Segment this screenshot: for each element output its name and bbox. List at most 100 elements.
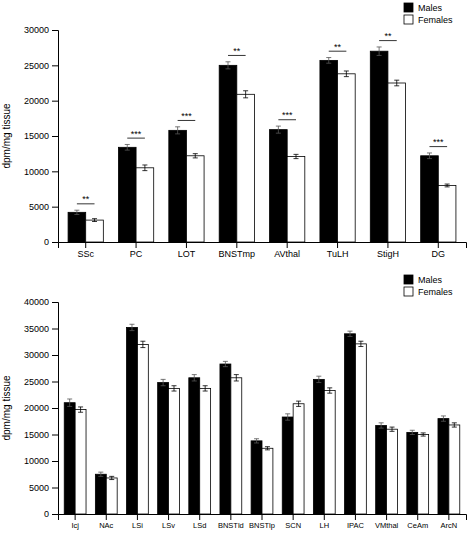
y-tick-mark [52, 488, 58, 489]
x-tick-label: SSc [77, 249, 94, 259]
error-bar [316, 376, 321, 382]
legend-swatch [404, 3, 413, 12]
x-tick-label: LSv [162, 521, 175, 530]
bar [355, 344, 366, 514]
legend-swatch [404, 275, 413, 284]
x-tick: BNSTld [218, 514, 244, 530]
panel: 0500010000150002000025000300003500040000… [1, 275, 467, 530]
error-bar [74, 210, 79, 214]
error-bar [326, 58, 331, 64]
y-tick-mark [52, 461, 58, 462]
error-bar [377, 47, 382, 55]
error-bar [394, 80, 399, 86]
x-tick-label: NAc [99, 521, 113, 530]
x-tick-mark [262, 514, 263, 520]
error-bar [276, 126, 281, 133]
x-tick: LSd [193, 514, 206, 530]
x-tick-mark [386, 514, 387, 520]
bar [220, 364, 231, 514]
panel: 050001000015000200002500030000SScPCLOTBN… [1, 3, 467, 259]
x-tick-mark [438, 242, 439, 248]
bar [75, 410, 86, 514]
y-tick-mark [52, 435, 58, 436]
x-tick-label: TuLH [327, 249, 349, 259]
x-tick-mark [324, 514, 325, 520]
error-bar [92, 219, 97, 222]
error-bar [452, 423, 457, 427]
x-tick-label: SCN [285, 521, 301, 530]
error-bar [193, 154, 198, 158]
bar [189, 378, 200, 514]
x-tick: AVthal [274, 242, 300, 259]
x-tick-mark [137, 514, 138, 520]
bar [449, 425, 460, 514]
y-tick-mark [52, 302, 58, 303]
bar [231, 378, 242, 514]
y-tick: 0 [44, 237, 58, 247]
error-bar [390, 427, 395, 431]
x-tick-label: DG [432, 249, 446, 259]
x-tick: TuLH [327, 242, 349, 259]
y-tick-label: 25000 [24, 377, 49, 387]
bar [421, 156, 439, 242]
y-tick-mark [52, 242, 58, 243]
x-tick-mark [387, 242, 388, 248]
y-axis: 050001000015000200002500030000 [24, 25, 59, 247]
bar [68, 212, 86, 242]
error-bar [358, 341, 363, 346]
bar [293, 404, 304, 514]
error-bar [347, 331, 352, 336]
x-tick-label: LOT [178, 249, 196, 259]
significance-label: *** [131, 129, 142, 139]
bar [313, 379, 324, 514]
error-bar [294, 154, 299, 158]
legend-swatch [404, 15, 413, 24]
error-bar [445, 184, 450, 187]
x-tick-mark [417, 514, 418, 520]
bar [251, 441, 262, 514]
error-bar [296, 401, 301, 406]
error-bar [78, 407, 83, 412]
x-axis-line [59, 515, 467, 521]
bar [376, 425, 387, 514]
error-bars [74, 47, 432, 214]
error-bar [254, 439, 259, 443]
x-tick: LSi [132, 514, 143, 530]
x-tick-mark [287, 242, 288, 248]
bar [158, 383, 169, 514]
legend-item: Males [404, 3, 443, 13]
error-bar [98, 472, 103, 476]
error-bar [441, 416, 446, 421]
x-tick: VMthal [375, 514, 399, 530]
x-tick-label: LH [319, 521, 329, 530]
y-tick-label: 10000 [24, 456, 49, 466]
y-tick: 0 [44, 509, 58, 519]
y-tick-mark [52, 408, 58, 409]
x-tick-mark [293, 514, 294, 520]
error-bar [243, 91, 248, 98]
error-bar [234, 375, 239, 381]
x-tick-mark [75, 514, 76, 520]
y-tick: 30000 [24, 350, 58, 360]
bar [324, 391, 335, 514]
y-tick: 15000 [24, 131, 58, 141]
y-tick: 10000 [24, 456, 58, 466]
chart-root: 050001000015000200002500030000SScPCLOTBN… [0, 0, 474, 547]
bar [186, 156, 204, 242]
significance-label: *** [433, 137, 444, 147]
bar [388, 83, 406, 242]
x-tick: DG [432, 242, 446, 259]
legend-item: Females [404, 287, 453, 297]
x-tick: LH [319, 514, 329, 530]
y-tick-mark [52, 207, 58, 208]
x-tick-label: BNSTlp [249, 521, 275, 530]
error-bar [285, 414, 290, 420]
plot-area [64, 324, 460, 514]
error-bars [67, 324, 446, 476]
legend-item: Males [404, 275, 443, 285]
bar [169, 388, 180, 514]
bar [438, 419, 449, 514]
bar [407, 432, 418, 514]
y-tick-mark [52, 329, 58, 330]
error-bar [140, 341, 145, 347]
